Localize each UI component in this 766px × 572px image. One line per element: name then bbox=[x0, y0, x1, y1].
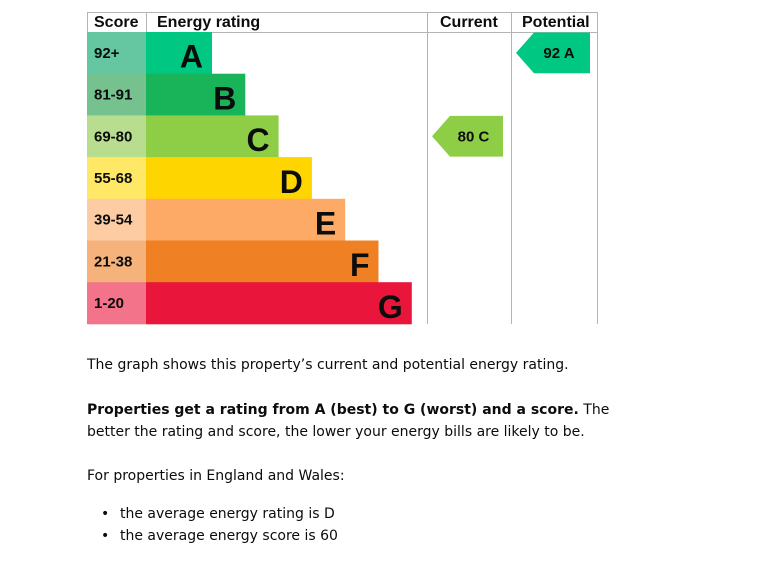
score-range-f: 21-38 bbox=[94, 253, 132, 270]
current-rating-label: 80 C bbox=[458, 128, 490, 145]
band-bar-g bbox=[146, 282, 412, 325]
band-letter-b: B bbox=[213, 80, 236, 116]
potential-rating-arrow bbox=[516, 32, 590, 74]
score-cell-c bbox=[87, 115, 146, 158]
score-cell-f bbox=[87, 240, 146, 283]
score-range-g: 1-20 bbox=[94, 295, 124, 312]
band-bar-b bbox=[146, 73, 246, 116]
score-range-a: 92+ bbox=[94, 45, 120, 62]
rating-bands: 92+ A 81-91 B 69-80 C 55-68 D 39-54 E 21-38 F 1-20 G bbox=[87, 32, 412, 325]
score-range-e: 39-54 bbox=[94, 212, 133, 229]
score-range-d: 55-68 bbox=[94, 170, 132, 187]
score-cell-a bbox=[87, 32, 146, 75]
list-item-average-rating: the average energy rating is D bbox=[87, 503, 338, 525]
epc-rating-chart: Score Energy rating Current Potential 92… bbox=[87, 12, 598, 325]
band-bar-e bbox=[146, 198, 346, 241]
score-cell-e bbox=[87, 198, 146, 241]
ratings-explanation: Properties get a rating from A (best) to… bbox=[87, 399, 647, 443]
score-cell-g bbox=[87, 282, 146, 325]
ratings-explanation-bold: Properties get a rating from A (best) to… bbox=[87, 402, 579, 418]
averages-list: the average energy rating is D the avera… bbox=[87, 503, 338, 547]
score-cell-d bbox=[87, 157, 146, 200]
band-bar-f bbox=[146, 240, 379, 283]
rating-markers: 80 C 92 A bbox=[432, 32, 590, 157]
intro-text: The graph shows this property’s current … bbox=[87, 357, 569, 373]
band-letter-c: C bbox=[246, 122, 269, 158]
list-item-average-score: the average energy score is 60 bbox=[87, 525, 338, 547]
current-rating-arrow bbox=[432, 115, 503, 157]
header-potential: Potential bbox=[522, 14, 590, 31]
band-letter-f: F bbox=[350, 247, 370, 283]
band-bar-d bbox=[146, 157, 312, 200]
ratings-explanation-rest: The better the rating and score, the low… bbox=[87, 402, 610, 440]
potential-rating-label: 92 A bbox=[543, 45, 574, 62]
score-range-c: 69-80 bbox=[94, 128, 132, 145]
header-current: Current bbox=[440, 14, 498, 31]
score-range-b: 81-91 bbox=[94, 87, 132, 104]
band-letter-g: G bbox=[378, 289, 403, 325]
header-energy-rating: Energy rating bbox=[157, 14, 260, 31]
band-bar-a bbox=[146, 32, 212, 75]
region-text: For properties in England and Wales: bbox=[87, 468, 345, 484]
band-bar-c bbox=[146, 115, 279, 158]
score-cell-b bbox=[87, 73, 146, 116]
header-score: Score bbox=[94, 14, 139, 31]
band-letter-a: A bbox=[180, 39, 203, 75]
band-letter-e: E bbox=[315, 206, 336, 242]
band-letter-d: D bbox=[280, 164, 303, 200]
